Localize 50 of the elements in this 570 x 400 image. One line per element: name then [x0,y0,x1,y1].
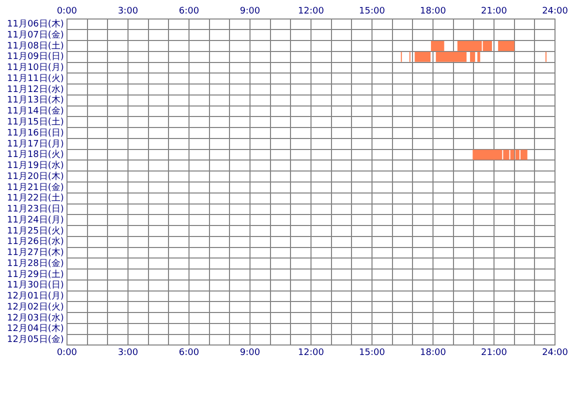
y-tick-label: 12月02日(火) [6,301,64,312]
bar [414,52,431,62]
y-tick-label: 11月28日(金) [6,258,64,269]
y-tick-label: 11月29日(土) [6,268,64,280]
y-tick-label: 11月15日(土) [6,116,64,128]
x-tick-label: 21:00 [481,348,508,358]
y-tick-label: 11月07日(金) [6,29,64,40]
y-tick-label: 12月03日(水) [6,312,64,324]
y-tick-label: 11月09日(日) [6,52,64,62]
x-tick-label: 6:00 [178,348,200,358]
y-tick-label: 11月26日(水) [6,236,64,248]
y-tick-label: 11月25日(火) [6,225,64,236]
y-tick-label: 12月04日(木) [6,323,64,334]
x-tick-label: 18:00 [420,348,446,358]
y-tick-label: 12月01日(月) [6,292,64,302]
x-tick-label: 15:00 [359,348,386,358]
y-tick-label: 11月08日(土) [6,40,64,52]
x2-tick-label: 21:00 [481,6,508,17]
y-tick-label: 11月20日(木) [6,170,64,182]
x-tick-label: 9:00 [240,348,260,358]
x2-tick-label: 6:00 [178,6,200,17]
x-tick-label: 12:00 [298,348,324,358]
y-tick-label: 11月21日(金) [6,182,64,193]
y-tick-label: 11月06日(木) [6,18,64,30]
y-tick-label: 11月30日(日) [6,280,64,291]
y-tick-label: 11月16日(日) [6,128,64,138]
y-tick-label: 11月11日(火) [6,72,64,84]
y-tick-label: 12月05日(金) [6,334,64,346]
y-tick-label: 11月17日(月) [6,139,64,150]
bar [498,40,514,52]
x2-tick-label: 9:00 [240,6,260,17]
y-tick-label: 11月19日(水) [6,160,64,172]
x2-tick-label: 18:00 [420,6,446,17]
y-tick-label: 11月12日(水) [6,84,64,95]
y-tick-label: 11月14日(金) [6,106,64,117]
y-tick-label: 11月18日(火) [6,149,64,160]
x-tick-label: 3:00 [118,348,138,358]
y-tick-label: 11月10日(月) [6,63,64,74]
x2-tick-label: 0:00 [56,6,78,17]
x2-tick-label: 15:00 [359,6,386,17]
y-tick-label: 11月24日(月) [6,215,64,226]
x-tick-label: 24:00 [542,348,568,358]
y-tick-label: 11月22日(土) [6,192,64,204]
x-tick-label: 0:00 [56,348,78,358]
y-tick-label: 11月27日(木) [6,247,64,258]
x2-tick-label: 3:00 [118,6,138,17]
y-tick-label: 11月23日(日) [6,204,64,215]
x2-tick-label: 12:00 [298,6,324,17]
x2-tick-label: 24:00 [542,6,568,17]
y-tick-label: 11月13日(木) [6,94,64,106]
